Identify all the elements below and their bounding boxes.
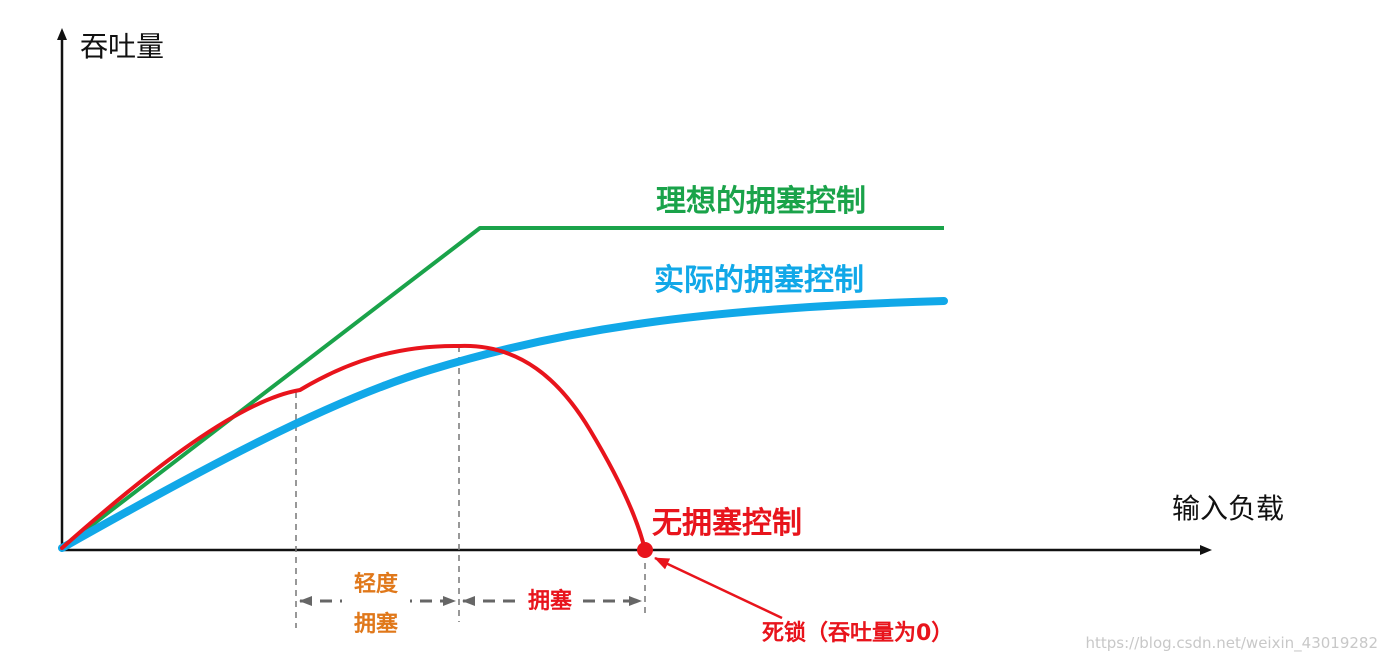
x-axis-label: 输入负载 (1172, 492, 1284, 525)
actual-curve-label: 实际的拥塞控制 (654, 263, 864, 298)
deadlock-point (637, 542, 653, 558)
light-congestion-label-line1: 轻度 (354, 571, 399, 597)
actual-congestion-curve (58, 297, 948, 552)
light-congestion-label-bg (342, 566, 410, 638)
ideal-curve-label: 理想的拥塞控制 (656, 184, 866, 219)
no-control-curve-label: 无拥塞控制 (652, 506, 802, 541)
deadlock-arrow (654, 556, 783, 620)
congestion-label-bg (517, 584, 583, 616)
no-congestion-control-curve (60, 343, 647, 552)
watermark: https://blog.csdn.net/weixin_43019282 (1085, 634, 1378, 653)
light-congestion-label-line2: 拥塞 (354, 611, 399, 637)
deadlock-label: 死锁（吞吐量为0） (762, 620, 953, 646)
congestion-label: 拥塞 (528, 588, 573, 614)
y-axis-label: 吞吐量 (80, 30, 164, 63)
ideal-congestion-curve (60, 226, 944, 550)
